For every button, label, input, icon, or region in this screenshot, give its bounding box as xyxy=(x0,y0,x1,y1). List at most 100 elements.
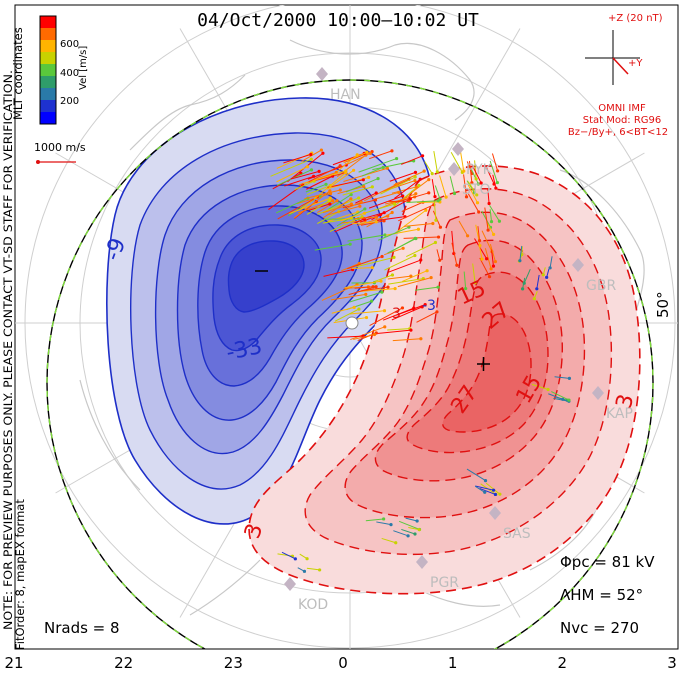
velocity-colorbar xyxy=(39,15,57,125)
velocity-vector xyxy=(322,203,352,214)
station-marker-icon xyxy=(489,506,501,520)
mlt-tick-label: 3 xyxy=(667,654,677,672)
velocity-vector xyxy=(467,181,478,196)
velocity-vector xyxy=(351,221,377,225)
vector-origin xyxy=(491,264,496,268)
velocity-vector xyxy=(519,245,523,261)
vector-origin xyxy=(309,168,314,172)
vector-origin xyxy=(474,177,478,181)
vector-origin xyxy=(305,165,309,169)
vector-origin xyxy=(394,156,399,161)
vector-origin xyxy=(491,232,496,237)
velocity-vector xyxy=(373,274,393,283)
colorbar-frame xyxy=(39,15,57,125)
velocity-vector xyxy=(415,286,439,291)
station-label: KOD xyxy=(298,597,328,613)
vector-origin xyxy=(413,532,417,536)
mlt-axis: 21 22 23 0 1 2 3 xyxy=(4,654,676,672)
colorbar-swatch xyxy=(40,40,56,53)
vector-origin xyxy=(371,285,375,289)
velocity-vector xyxy=(485,165,495,185)
vector-origin xyxy=(429,275,433,280)
velocity-vector xyxy=(378,226,410,241)
stat-n-vc: Nvc = 270 xyxy=(560,619,639,637)
vector-origin xyxy=(435,310,439,314)
vector-origin xyxy=(374,215,378,219)
velocity-vector xyxy=(314,243,351,251)
vector-origin xyxy=(419,258,423,262)
vector-origin xyxy=(386,214,390,218)
vector-origin xyxy=(418,177,422,181)
velocity-vector xyxy=(458,220,469,237)
velocity-vector xyxy=(376,329,411,335)
vector-origin xyxy=(357,196,361,200)
velocity-vector xyxy=(380,176,416,195)
velocity-vector xyxy=(284,175,314,187)
vector-origin xyxy=(335,199,339,203)
velocity-vector xyxy=(405,517,418,522)
vector-origin xyxy=(436,285,440,289)
velocity-vector xyxy=(486,221,495,235)
velocity-vector xyxy=(467,193,480,213)
vector-origin xyxy=(535,287,539,291)
velocity-vector xyxy=(459,149,465,172)
vector-origin xyxy=(359,200,363,204)
vector-origin xyxy=(483,490,487,494)
velocity-vector xyxy=(348,286,377,296)
velocity-vector xyxy=(408,527,420,531)
velocity-vector xyxy=(334,218,365,233)
vector-origin xyxy=(430,172,434,176)
vector-origin xyxy=(498,492,502,496)
velocity-vector xyxy=(317,200,338,213)
velocity-vector xyxy=(522,277,526,289)
vector-origin xyxy=(379,279,383,283)
imf-condition: Bz−/By+, 6<BT<12 xyxy=(568,127,668,138)
coords-label: MLT coordinates xyxy=(11,27,25,120)
velocity-vector xyxy=(327,211,358,223)
station-marker-icon xyxy=(592,386,604,400)
mlt-tick-label: 23 xyxy=(224,654,243,672)
velocity-vector xyxy=(463,271,467,289)
vector-origin xyxy=(420,305,424,309)
velocity-vector xyxy=(474,485,486,493)
velocity-vector xyxy=(277,196,318,220)
velocity-vector xyxy=(387,328,410,331)
velocity-vector xyxy=(342,199,376,209)
velocity-vector xyxy=(551,391,570,401)
velocity-vector xyxy=(382,307,414,321)
vector-origin xyxy=(394,541,398,545)
mlt-tick-label: 22 xyxy=(114,654,133,672)
vector-origin xyxy=(414,192,418,196)
velocity-vector xyxy=(323,269,353,277)
velocity-vector xyxy=(305,183,327,193)
vector-origin xyxy=(438,258,442,262)
scale-vector xyxy=(36,160,76,164)
vector-origin xyxy=(392,255,396,259)
vector-origin xyxy=(518,259,522,263)
station-label: KAP xyxy=(606,406,633,422)
velocity-vector xyxy=(329,216,363,232)
vector-origin xyxy=(364,315,369,320)
vector-origin xyxy=(532,297,536,301)
velocity-vector xyxy=(424,161,433,174)
vector-origin xyxy=(561,397,565,401)
velocity-vector xyxy=(361,166,384,177)
vector-origin xyxy=(328,196,332,200)
imf-plus-z: +Z (20 nT) xyxy=(608,13,663,24)
vector-origin xyxy=(412,306,416,310)
vector-origin xyxy=(372,332,377,337)
vector-origin xyxy=(393,286,397,291)
vector-origin xyxy=(389,523,393,527)
velocity-vector xyxy=(380,180,416,193)
vector-origin xyxy=(382,211,386,215)
vector-origin xyxy=(380,254,384,259)
vector-origin xyxy=(436,235,441,239)
velocity-vector xyxy=(466,468,486,482)
velocity-vector xyxy=(306,175,333,190)
vector-origin xyxy=(361,178,365,182)
vector-origin xyxy=(491,488,496,492)
velocity-vector xyxy=(531,383,549,390)
vector-origin xyxy=(423,303,427,307)
coastlines xyxy=(79,39,645,616)
velocity-vector xyxy=(354,216,377,220)
